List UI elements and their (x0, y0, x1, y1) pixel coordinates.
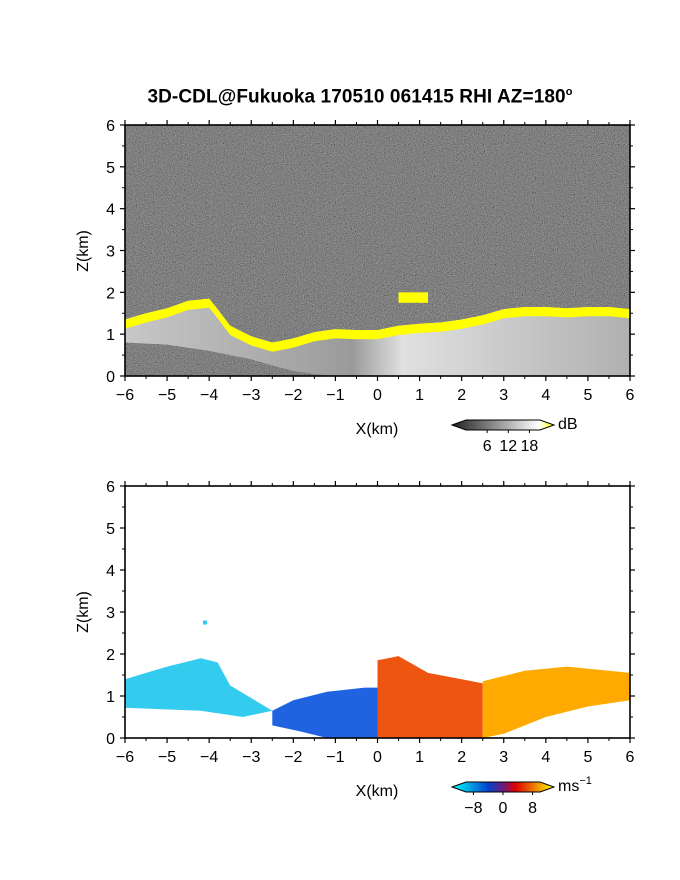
high-intensity-band (125, 298, 630, 352)
y-tick-label: 5 (106, 160, 115, 177)
y-tick-label: 4 (106, 563, 115, 580)
x-tick-label: −4 (200, 387, 218, 404)
x-tick-label: −6 (116, 749, 134, 766)
velocity-image (125, 486, 630, 738)
y-tick-label: 0 (106, 369, 115, 386)
x-tick-label: 3 (499, 387, 508, 404)
colorbar-tick-label: 8 (528, 800, 537, 817)
colorbar-tick-label: 12 (499, 438, 517, 455)
isolated-point (202, 620, 207, 625)
intensity-axes: −6 −5 −4 −3 −2 −1 0 1 2 3 4 5 6 0 1 2 3 4 5 6 (106, 118, 635, 404)
x-tick-label: 6 (626, 387, 635, 404)
velocity-colorbar: −8 0 8 ms−1 (450, 775, 592, 817)
y-tick-label: 3 (106, 244, 115, 261)
intensity-colorbar: 6 12 18 dB (450, 416, 578, 455)
x-tick-label: −1 (326, 387, 344, 404)
y-tick-label: 6 (106, 118, 115, 135)
colorbar-unit: dB (558, 416, 578, 433)
x-tick-label: −1 (326, 749, 344, 766)
x-tick-label: 1 (415, 387, 424, 404)
x-tick-label: −4 (200, 749, 218, 766)
x-tick-label: −6 (116, 387, 134, 404)
y-tick-label: 0 (106, 731, 115, 748)
x-tick-label: 5 (583, 387, 592, 404)
x-tick-label: 0 (373, 749, 382, 766)
intensity-image (125, 125, 630, 376)
velocity-panel: −6 −5 −4 −3 −2 −1 0 1 2 3 4 5 6 0 1 2 3 4 5 6 X(km) Z(km) −… (75, 479, 635, 817)
x-tick-label: 6 (626, 749, 635, 766)
velocity-y-axis-label: Z(km) (75, 591, 92, 633)
velocity-region-receding-near (377, 656, 483, 738)
x-tick-label: 2 (457, 749, 466, 766)
y-tick-label: 2 (106, 285, 115, 302)
y-tick-label: 1 (106, 327, 115, 344)
colorbar-tick-label: 0 (499, 800, 508, 817)
x-tick-label: −5 (158, 387, 176, 404)
velocity-region-receding-far (482, 666, 630, 738)
velocity-region-approaching-near (272, 687, 378, 738)
x-tick-label: 2 (457, 387, 466, 404)
y-tick-label: 2 (106, 647, 115, 664)
velocity-axes: −6 −5 −4 −3 −2 −1 0 1 2 3 4 5 6 0 1 2 3 4 5 6 (106, 479, 635, 766)
y-tick-label: 6 (106, 479, 115, 496)
intensity-y-axis-label: Z(km) (75, 230, 92, 272)
colorbar-bar (450, 419, 556, 431)
colorbar-unit-exponent: −1 (579, 775, 592, 787)
figure-title: 3D-CDL@Fukuoka 170510 061415 RHI AZ=180o (147, 86, 573, 108)
y-tick-label: 5 (106, 521, 115, 538)
colorbar-bar (450, 781, 556, 793)
x-tick-label: −3 (242, 749, 260, 766)
x-tick-label: −2 (284, 749, 302, 766)
intensity-plot-area (125, 125, 630, 376)
y-tick-label: 1 (106, 689, 115, 706)
x-tick-label: 3 (499, 749, 508, 766)
x-tick-label: −2 (284, 387, 302, 404)
x-tick-label: 4 (541, 387, 550, 404)
colorbar-unit: ms−1 (558, 775, 592, 795)
colorbar-tick-label: 6 (483, 438, 492, 455)
colorbar-tick-label: −8 (464, 800, 482, 817)
colorbar-tick-label: 18 (521, 438, 539, 455)
velocity-x-axis-label: X(km) (356, 783, 399, 800)
velocity-plot-area (125, 486, 630, 738)
intensity-x-axis-label: X(km) (356, 421, 399, 438)
x-tick-label: −5 (158, 749, 176, 766)
x-tick-label: 1 (415, 749, 424, 766)
y-tick-label: 4 (106, 202, 115, 219)
x-tick-label: 0 (373, 387, 382, 404)
y-tick-label: 3 (106, 605, 115, 622)
x-tick-label: 4 (541, 749, 550, 766)
x-tick-label: 5 (583, 749, 592, 766)
velocity-region-approaching-far (125, 658, 273, 717)
isolated-high-patch (398, 292, 428, 303)
x-tick-label: −3 (242, 387, 260, 404)
